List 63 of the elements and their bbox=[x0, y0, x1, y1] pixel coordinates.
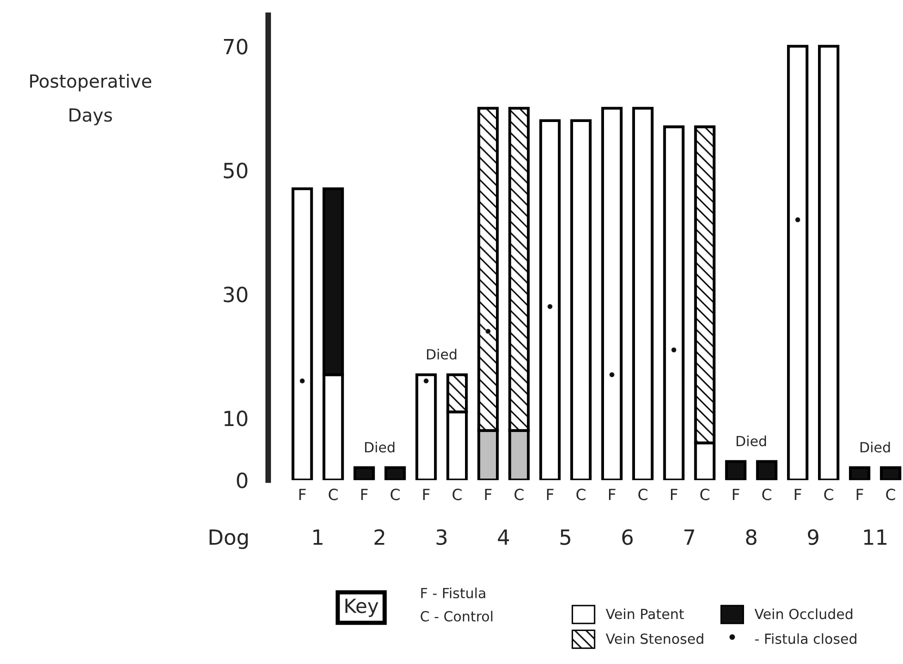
bar bbox=[415, 373, 437, 480]
text: C - Control bbox=[420, 610, 492, 622]
bar bbox=[292, 187, 313, 480]
legend-label: - Fistula closed bbox=[755, 633, 856, 644]
text: 4 bbox=[498, 530, 509, 545]
x-tick-label: F bbox=[732, 488, 740, 500]
y-tick-label: 0 bbox=[236, 472, 248, 488]
x-tick-label: F bbox=[299, 488, 306, 500]
x-tick-label: F bbox=[609, 488, 616, 500]
y-tick-label: 10 bbox=[224, 410, 248, 426]
bar bbox=[539, 119, 561, 480]
x-tick-label: F bbox=[794, 488, 802, 500]
text: 3 bbox=[436, 529, 447, 545]
text: 1 bbox=[313, 530, 322, 545]
text: F - Fistula bbox=[421, 588, 486, 598]
bar bbox=[570, 119, 592, 480]
text: 5 bbox=[560, 530, 570, 545]
bar bbox=[632, 106, 654, 480]
x-tick-label: F bbox=[361, 488, 368, 500]
annotation: Died bbox=[365, 442, 394, 452]
bar bbox=[756, 460, 778, 480]
x-tick-label: C bbox=[328, 488, 338, 500]
annotation: Died bbox=[736, 436, 766, 446]
x-tick-label: F bbox=[485, 488, 492, 500]
x-tick-label: C bbox=[638, 488, 648, 500]
x-tick-label: C bbox=[390, 488, 400, 500]
x-tick-label: C bbox=[576, 488, 586, 500]
text: 6 bbox=[622, 529, 633, 545]
bar bbox=[384, 466, 406, 480]
bar bbox=[818, 44, 840, 480]
text: 11 bbox=[864, 530, 886, 545]
bar bbox=[848, 466, 870, 480]
x-axis-title: Dog bbox=[210, 530, 248, 550]
text: 9 bbox=[808, 529, 818, 545]
y-axis-title: Postoperative Days bbox=[30, 74, 152, 126]
legend-label: Vein Stenosed bbox=[606, 633, 704, 644]
annotation: Died bbox=[427, 348, 456, 360]
bar bbox=[354, 466, 375, 480]
legend-label: Vein Patent bbox=[606, 608, 684, 620]
text: 7 bbox=[684, 530, 694, 545]
x-tick-label: F bbox=[670, 488, 678, 500]
x-tick-label: F bbox=[547, 488, 554, 500]
bar bbox=[663, 125, 685, 480]
bar bbox=[880, 466, 902, 480]
text: Key bbox=[345, 598, 378, 617]
x-tick-label: C bbox=[514, 488, 524, 500]
x-tick-label: F bbox=[856, 488, 864, 500]
x-tick-label: C bbox=[700, 488, 710, 500]
bar bbox=[787, 44, 808, 480]
legend-label: Vein Occluded bbox=[754, 608, 852, 620]
x-tick-label: C bbox=[762, 488, 772, 500]
x-tick-label: C bbox=[452, 488, 462, 500]
text: 2 bbox=[374, 529, 384, 545]
bar bbox=[725, 460, 746, 480]
y-tick-label: 70 bbox=[224, 38, 248, 54]
y-tick-label: 50 bbox=[224, 162, 248, 178]
x-tick-label: F bbox=[423, 488, 430, 500]
annotation: Died bbox=[860, 442, 890, 452]
x-tick-label: C bbox=[886, 488, 896, 500]
x-tick-label: C bbox=[824, 488, 834, 500]
text: 8 bbox=[746, 529, 756, 545]
bar bbox=[601, 106, 623, 480]
y-tick-label: 30 bbox=[224, 286, 248, 302]
